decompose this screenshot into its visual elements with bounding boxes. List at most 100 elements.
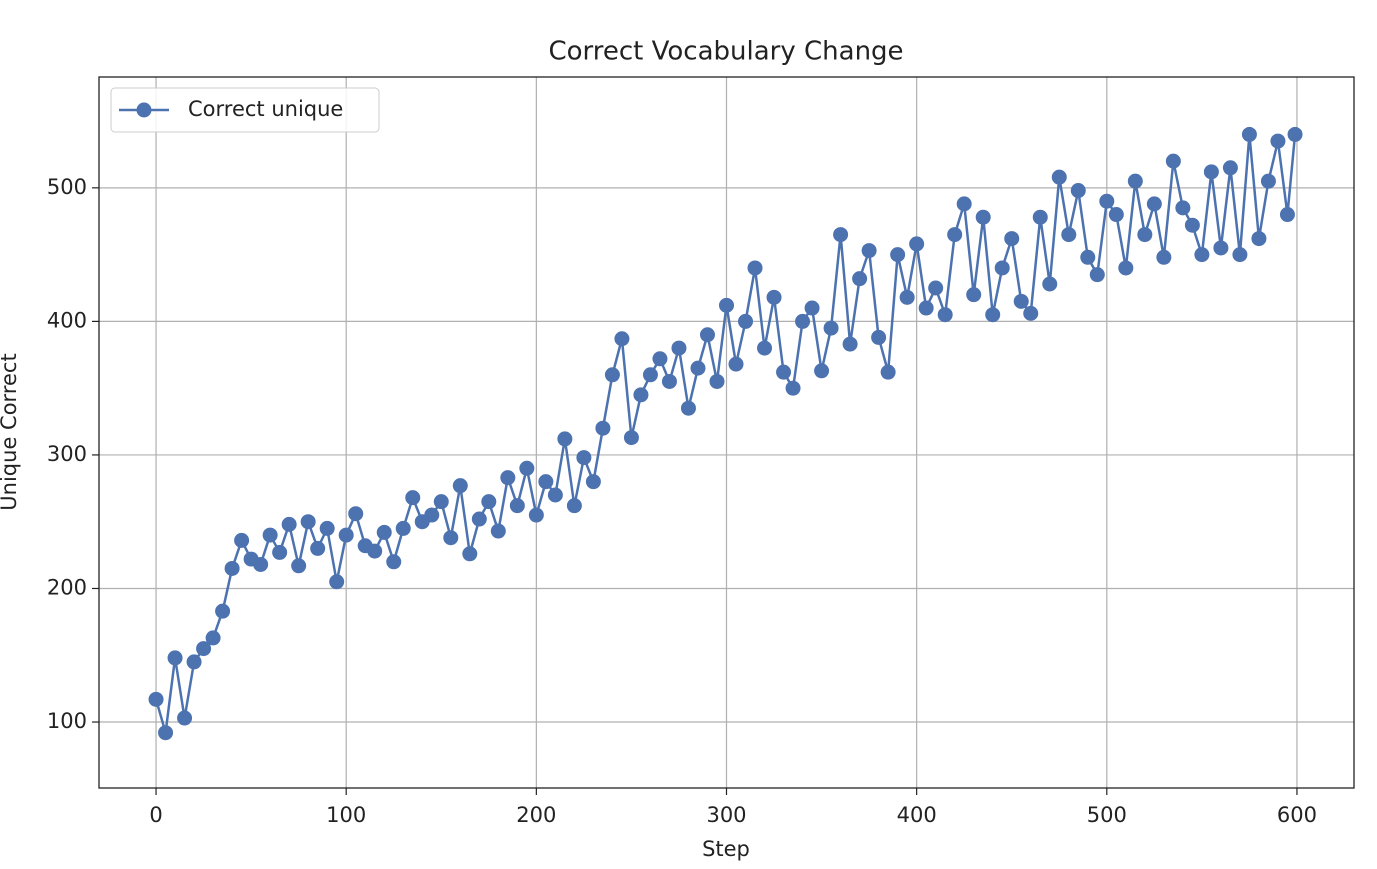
point-marker (1108, 207, 1124, 223)
point-marker (1146, 196, 1162, 212)
point-marker (433, 494, 449, 510)
point-marker (490, 523, 506, 539)
x-tick-label: 400 (897, 803, 937, 827)
point-marker (376, 524, 392, 540)
point-marker (937, 307, 953, 323)
point-marker (1118, 260, 1134, 276)
point-marker (234, 532, 250, 548)
x-tick-label: 300 (706, 803, 746, 827)
point-marker (262, 527, 278, 543)
point-marker (205, 630, 221, 646)
point-marker (785, 380, 801, 396)
point-marker (928, 280, 944, 296)
point-marker (310, 540, 326, 556)
point-marker (966, 287, 982, 303)
point-marker (814, 363, 830, 379)
point-marker (614, 331, 630, 347)
point-marker (557, 431, 573, 447)
y-tick-label: 300 (47, 442, 87, 466)
point-marker (1232, 247, 1248, 263)
point-marker (1089, 267, 1105, 283)
point-marker (766, 289, 782, 305)
point-marker (1137, 227, 1153, 243)
y-tick-label: 400 (47, 308, 87, 332)
chart-title: Correct Vocabulary Change (548, 37, 903, 67)
point-marker (424, 507, 440, 523)
point-marker (1241, 126, 1257, 142)
point-marker (719, 297, 734, 313)
point-marker (1184, 217, 1200, 233)
point-marker (471, 511, 487, 527)
point-marker (738, 313, 754, 329)
point-marker (566, 498, 582, 514)
point-marker (994, 260, 1010, 276)
point-marker (1203, 164, 1219, 180)
point-marker (1222, 160, 1238, 176)
point-marker (224, 560, 240, 576)
point-marker (1251, 231, 1267, 247)
point-marker (386, 554, 402, 570)
point-marker (642, 367, 658, 383)
point-marker (1042, 276, 1058, 292)
point-marker (452, 478, 468, 494)
point-marker (909, 236, 925, 252)
point-marker (538, 474, 554, 490)
point-marker (899, 289, 915, 305)
point-marker (462, 546, 478, 562)
point-marker (890, 247, 906, 263)
plot-frame (98, 76, 1355, 789)
point-marker (576, 450, 592, 466)
point-marker (652, 351, 668, 367)
point-marker (158, 725, 174, 741)
point-marker (671, 340, 687, 356)
series-line (154, 134, 1297, 734)
legend-marker (136, 102, 152, 118)
point-marker (300, 514, 316, 530)
point-marker (757, 340, 773, 356)
point-marker (680, 400, 696, 416)
legend-box (110, 87, 380, 133)
point-marker (747, 260, 763, 276)
point-marker (167, 650, 183, 666)
point-marker (1127, 173, 1143, 189)
y-axis-label: Unique Correct (0, 353, 21, 510)
point-marker (1080, 249, 1096, 265)
point-marker (690, 360, 706, 376)
point-marker (699, 327, 715, 343)
point-marker (1287, 126, 1303, 142)
point-marker (319, 520, 335, 536)
point-marker (528, 507, 544, 523)
point-marker (405, 490, 421, 506)
point-marker (1032, 209, 1048, 225)
point-marker (291, 558, 307, 574)
point-marker (1061, 227, 1077, 243)
point-marker (1023, 305, 1039, 321)
point-marker (661, 373, 677, 389)
point-marker (1213, 240, 1229, 256)
point-marker (348, 506, 364, 522)
point-marker (842, 336, 858, 352)
x-tick-label: 100 (326, 803, 366, 827)
point-marker (500, 470, 516, 486)
point-marker (329, 574, 345, 590)
point-marker (272, 544, 288, 560)
y-tick-label: 200 (47, 575, 87, 599)
point-marker (1270, 133, 1286, 149)
point-marker (519, 460, 535, 476)
point-marker (1099, 193, 1115, 209)
point-marker (804, 300, 820, 316)
point-marker (1260, 173, 1276, 189)
x-tick-label: 0 (149, 803, 162, 827)
point-marker (709, 373, 725, 389)
point-marker (547, 487, 563, 503)
point-marker (281, 516, 297, 532)
x-axis-label: Step (702, 837, 750, 861)
point-marker (177, 710, 193, 726)
point-marker (1070, 183, 1086, 199)
point-marker (918, 300, 934, 316)
point-marker (852, 271, 868, 287)
point-marker (623, 430, 639, 446)
point-marker (604, 367, 620, 383)
legend-label: Correct unique (188, 97, 343, 121)
